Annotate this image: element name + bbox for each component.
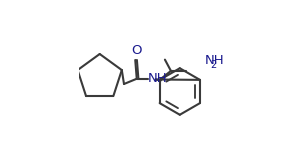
Text: 2: 2 (210, 60, 216, 70)
Text: O: O (131, 44, 141, 57)
Text: NH: NH (148, 72, 168, 85)
Text: NH: NH (205, 54, 225, 67)
